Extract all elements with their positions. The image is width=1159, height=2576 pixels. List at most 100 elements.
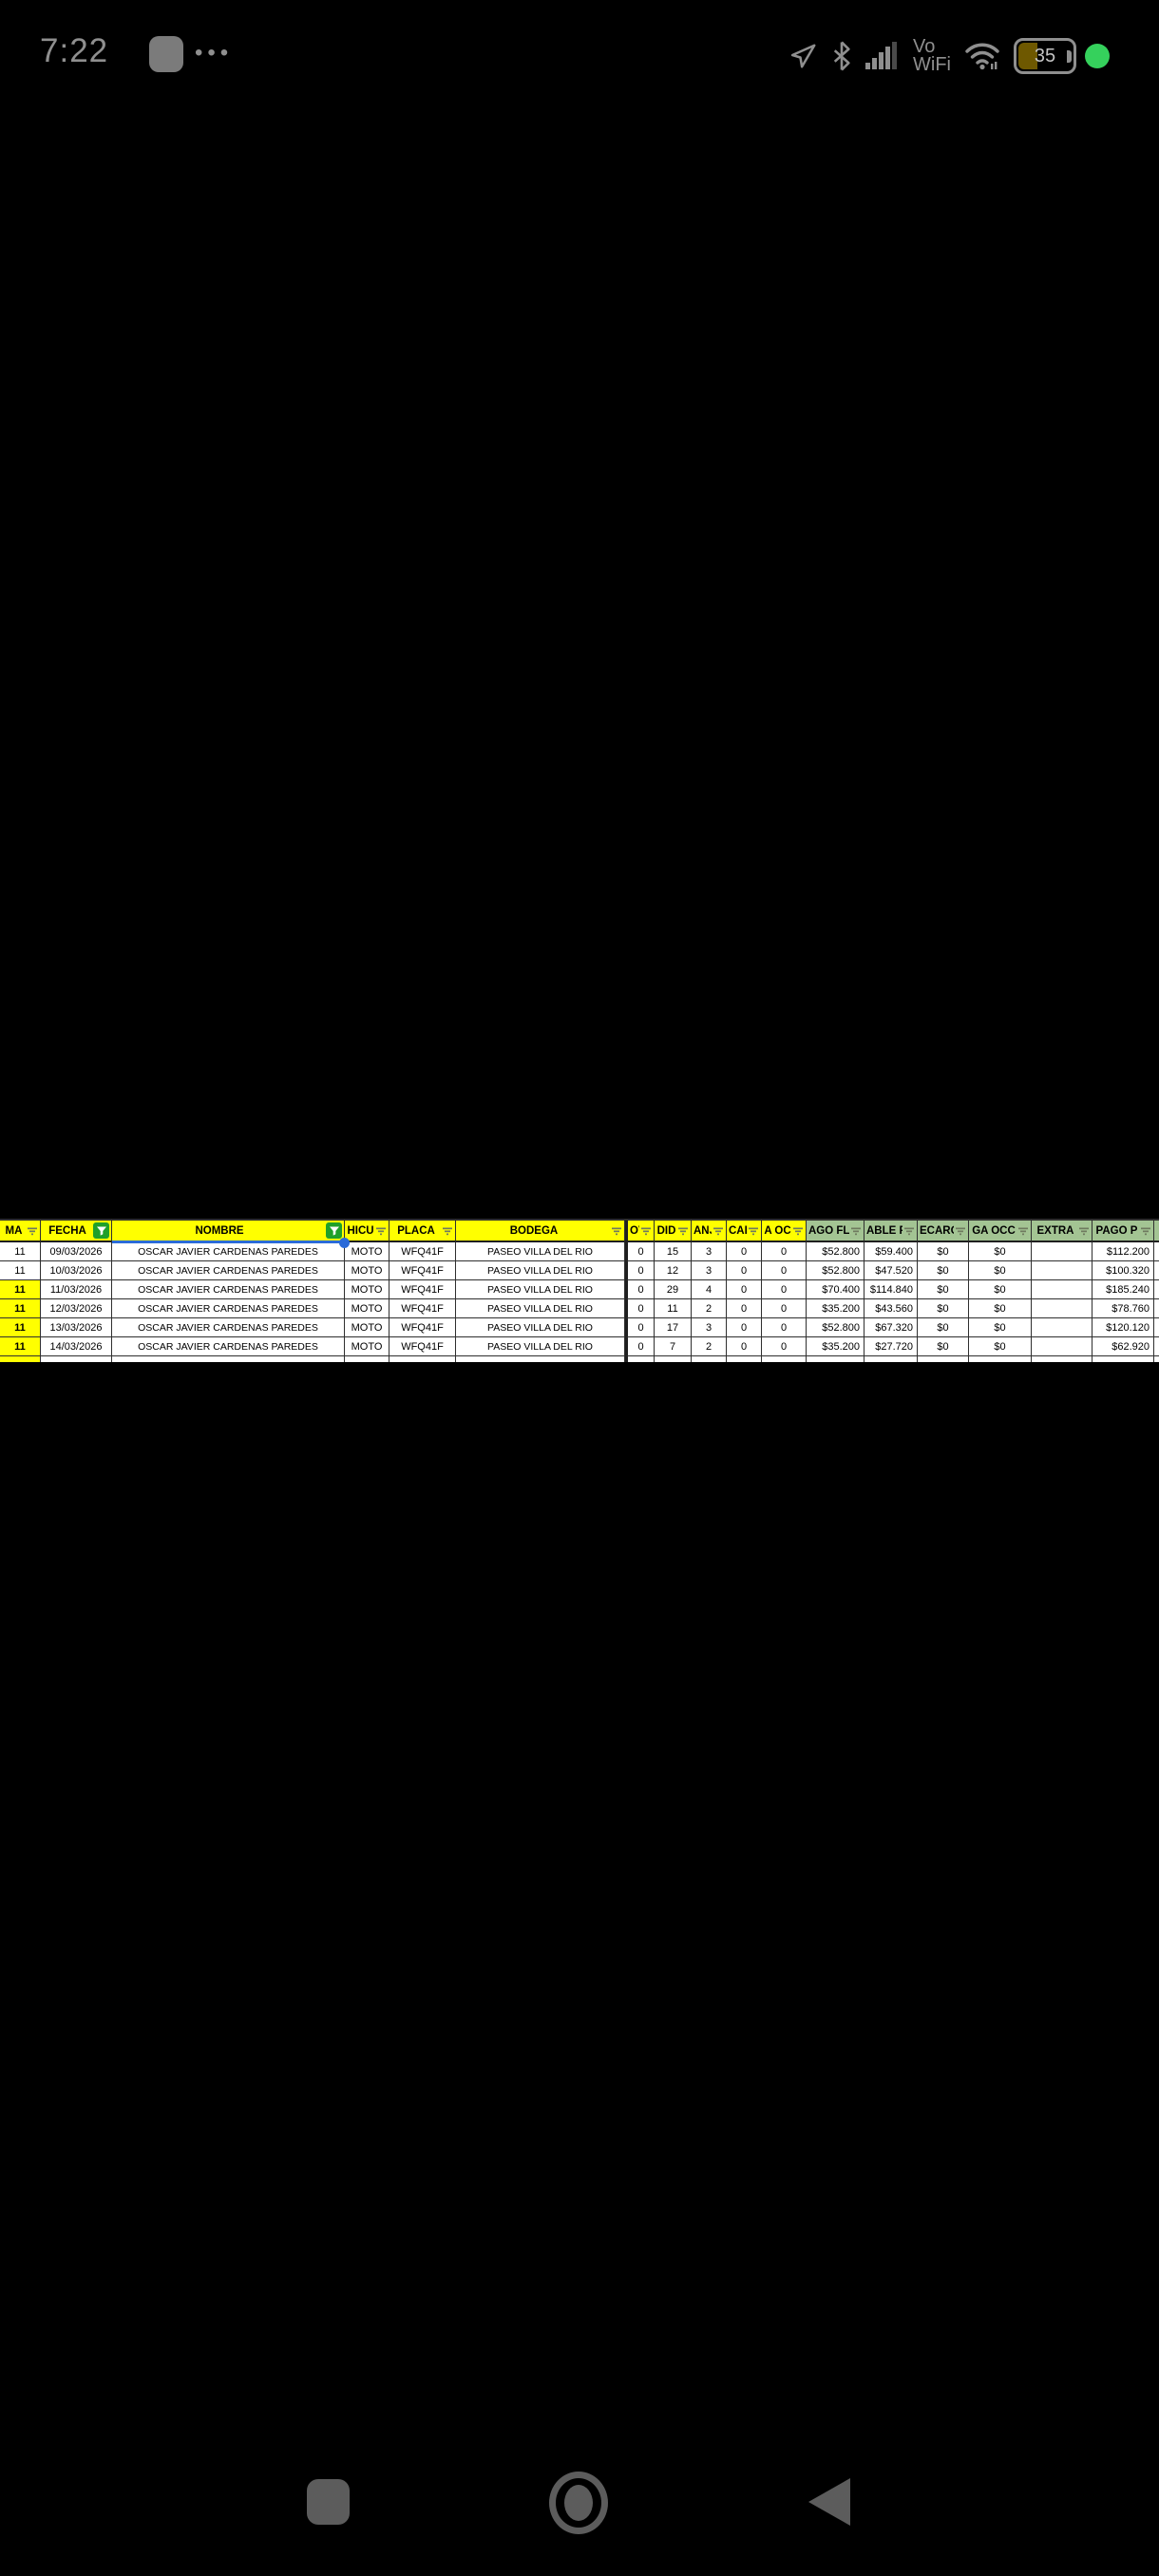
cell-pago_p[interactable]: $112.200 bbox=[1092, 1242, 1154, 1261]
cell-recargo[interactable]: $0 bbox=[918, 1242, 969, 1261]
home-button[interactable] bbox=[549, 2472, 608, 2534]
cell-saldo[interactable]: $114.840 bbox=[864, 1280, 918, 1299]
column-header-c1[interactable]: OV bbox=[625, 1221, 655, 1242]
cell-ma[interactable]: 11 bbox=[0, 1242, 41, 1261]
cell-extra[interactable] bbox=[1032, 1299, 1092, 1318]
cell-vehiculo[interactable]: MOTO bbox=[345, 1318, 390, 1337]
cell-extra[interactable] bbox=[1032, 1242, 1092, 1261]
cell-c2[interactable]: 7 bbox=[655, 1337, 692, 1356]
cell-c5[interactable] bbox=[762, 1356, 807, 1362]
column-header-c4[interactable]: CAF bbox=[727, 1221, 762, 1242]
cell-pago_fl[interactable] bbox=[807, 1356, 864, 1362]
cell-pago_fl[interactable]: $52.800 bbox=[807, 1261, 864, 1280]
cell-pago_p[interactable]: $120.120 bbox=[1092, 1318, 1154, 1337]
cell-fecha[interactable]: 14/03/2026 bbox=[41, 1337, 112, 1356]
cell-ma[interactable]: 11 bbox=[0, 1318, 41, 1337]
column-header-pago_fl[interactable]: AGO FL bbox=[807, 1221, 864, 1242]
cell-ga_occ[interactable]: $0 bbox=[969, 1337, 1032, 1356]
filter-dropdown-icon[interactable] bbox=[792, 1225, 804, 1237]
cell-c1[interactable]: 0 bbox=[625, 1261, 655, 1280]
cell-c2[interactable]: 15 bbox=[655, 1242, 692, 1261]
back-button[interactable] bbox=[808, 2478, 850, 2526]
filter-dropdown-icon[interactable] bbox=[640, 1225, 652, 1237]
cell-fecha[interactable]: 13/03/2026 bbox=[41, 1318, 112, 1337]
column-header-ga_occ[interactable]: GA OCC bbox=[969, 1221, 1032, 1242]
cell-saldo[interactable]: $59.400 bbox=[864, 1242, 918, 1261]
filter-dropdown-icon[interactable] bbox=[903, 1225, 915, 1237]
cell-recargo[interactable] bbox=[918, 1356, 969, 1362]
cell-sliver[interactable] bbox=[1154, 1299, 1159, 1318]
cell-c1[interactable]: 0 bbox=[625, 1242, 655, 1261]
cell-vehiculo[interactable]: MOTO bbox=[345, 1299, 390, 1318]
cell-c2[interactable]: 12 bbox=[655, 1261, 692, 1280]
cell-ga_occ[interactable]: $0 bbox=[969, 1299, 1032, 1318]
cell-sliver[interactable] bbox=[1154, 1261, 1159, 1280]
cell-vehiculo[interactable] bbox=[345, 1356, 390, 1362]
cell-c5[interactable]: 0 bbox=[762, 1280, 807, 1299]
cell-placa[interactable] bbox=[390, 1356, 456, 1362]
cell-pago_p[interactable]: $62.920 bbox=[1092, 1337, 1154, 1356]
cell-placa[interactable]: WFQ41F bbox=[390, 1337, 456, 1356]
cell-nombre[interactable]: OSCAR JAVIER CARDENAS PAREDES bbox=[112, 1318, 345, 1337]
cell-recargo[interactable]: $0 bbox=[918, 1299, 969, 1318]
cell-pago_p[interactable]: $100.320 bbox=[1092, 1261, 1154, 1280]
cell-c4[interactable]: 0 bbox=[727, 1242, 762, 1261]
cell-placa[interactable]: WFQ41F bbox=[390, 1318, 456, 1337]
cell-fecha[interactable]: 09/03/2026 bbox=[41, 1242, 112, 1261]
cell-ma[interactable]: 11 bbox=[0, 1337, 41, 1356]
cell-vehiculo[interactable]: MOTO bbox=[345, 1242, 390, 1261]
column-header-c5[interactable]: A OC bbox=[762, 1221, 807, 1242]
filter-dropdown-icon[interactable] bbox=[442, 1225, 453, 1237]
cell-c4[interactable]: 0 bbox=[727, 1299, 762, 1318]
cell-nombre[interactable]: OSCAR JAVIER CARDENAS PAREDES bbox=[112, 1299, 345, 1318]
cell-fecha[interactable]: 12/03/2026 bbox=[41, 1299, 112, 1318]
cell-pago_fl[interactable]: $52.800 bbox=[807, 1318, 864, 1337]
cell-placa[interactable]: WFQ41F bbox=[390, 1261, 456, 1280]
cell-saldo[interactable]: $43.560 bbox=[864, 1299, 918, 1318]
cell-recargo[interactable]: $0 bbox=[918, 1280, 969, 1299]
cell-c1[interactable]: 0 bbox=[625, 1337, 655, 1356]
cell-saldo[interactable]: $47.520 bbox=[864, 1261, 918, 1280]
cell-nombre[interactable]: OSCAR JAVIER CARDENAS PAREDES bbox=[112, 1280, 345, 1299]
cell-extra[interactable] bbox=[1032, 1337, 1092, 1356]
cell-c4[interactable]: 0 bbox=[727, 1337, 762, 1356]
cell-c2[interactable]: 29 bbox=[655, 1280, 692, 1299]
cell-c2[interactable]: 11 bbox=[655, 1299, 692, 1318]
cell-c1[interactable]: 0 bbox=[625, 1280, 655, 1299]
active-filter-icon[interactable] bbox=[93, 1222, 109, 1239]
cell-vehiculo[interactable]: MOTO bbox=[345, 1280, 390, 1299]
column-header-placa[interactable]: PLACA bbox=[390, 1221, 456, 1242]
column-header-saldo[interactable]: ABLE F bbox=[864, 1221, 918, 1242]
cell-c4[interactable]: 0 bbox=[727, 1261, 762, 1280]
filter-dropdown-icon[interactable] bbox=[712, 1225, 724, 1237]
cell-fecha[interactable] bbox=[41, 1356, 112, 1362]
cell-c5[interactable]: 0 bbox=[762, 1261, 807, 1280]
column-header-fecha[interactable]: FECHA bbox=[41, 1221, 112, 1242]
selection-handle[interactable] bbox=[339, 1238, 350, 1248]
column-header-ma[interactable]: MA bbox=[0, 1221, 41, 1242]
cell-sliver[interactable] bbox=[1154, 1318, 1159, 1337]
cell-pago_p[interactable]: $78.760 bbox=[1092, 1299, 1154, 1318]
active-filter-icon[interactable] bbox=[326, 1222, 342, 1239]
cell-sliver[interactable] bbox=[1154, 1356, 1159, 1362]
column-header-bodega[interactable]: BODEGA bbox=[456, 1221, 625, 1242]
cell-ma[interactable]: 11 bbox=[0, 1299, 41, 1318]
column-header-c3[interactable]: ANJ bbox=[692, 1221, 727, 1242]
cell-c3[interactable]: 4 bbox=[692, 1280, 727, 1299]
filter-dropdown-icon[interactable] bbox=[1140, 1225, 1151, 1237]
cell-bodega[interactable] bbox=[456, 1356, 625, 1362]
cell-saldo[interactable] bbox=[864, 1356, 918, 1362]
cell-nombre[interactable]: OSCAR JAVIER CARDENAS PAREDES bbox=[112, 1337, 345, 1356]
column-header-c2[interactable]: DID bbox=[655, 1221, 692, 1242]
cell-extra[interactable] bbox=[1032, 1356, 1092, 1362]
cell-extra[interactable] bbox=[1032, 1261, 1092, 1280]
cell-bodega[interactable]: PASEO VILLA DEL RIO bbox=[456, 1280, 625, 1299]
cell-bodega[interactable]: PASEO VILLA DEL RIO bbox=[456, 1242, 625, 1261]
cell-c3[interactable]: 3 bbox=[692, 1242, 727, 1261]
cell-c5[interactable]: 0 bbox=[762, 1299, 807, 1318]
cell-sliver[interactable] bbox=[1154, 1242, 1159, 1261]
cell-ma[interactable]: 11 bbox=[0, 1261, 41, 1280]
cell-fecha[interactable]: 10/03/2026 bbox=[41, 1261, 112, 1280]
cell-c3[interactable]: 3 bbox=[692, 1261, 727, 1280]
